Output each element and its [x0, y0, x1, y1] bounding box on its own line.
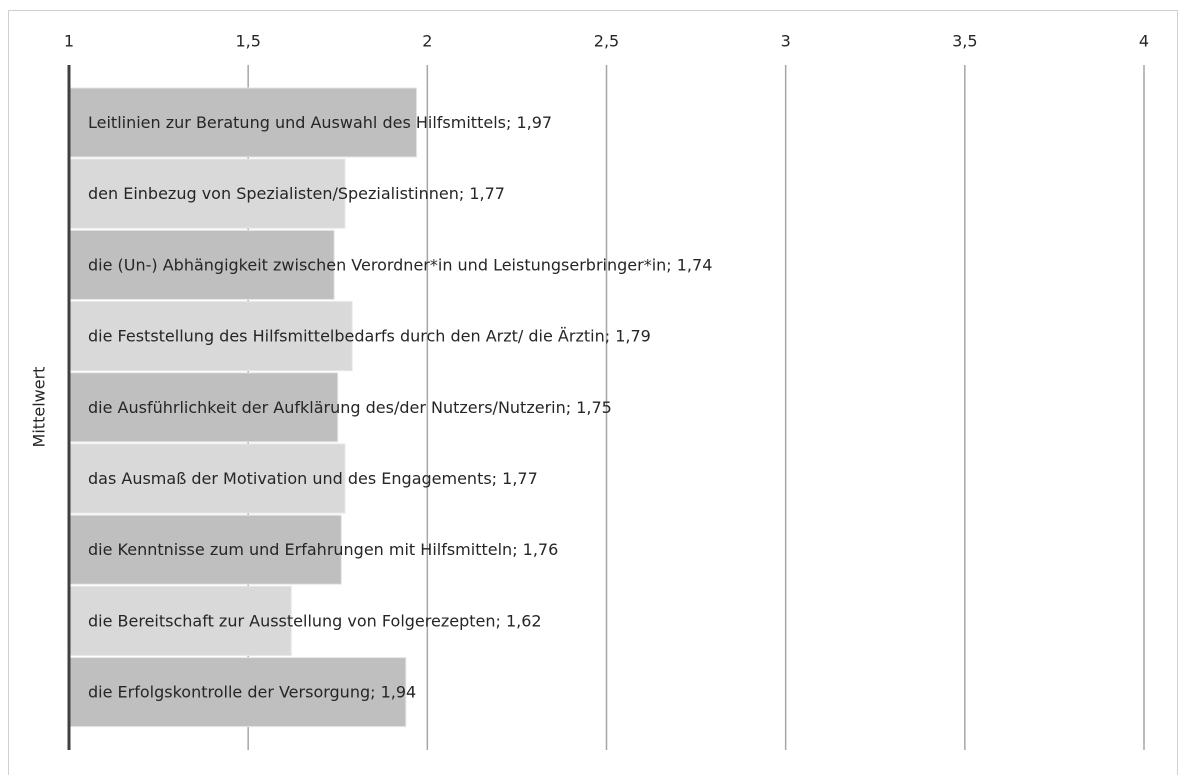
- x-tick-label: 2: [422, 32, 432, 51]
- bar: [68, 657, 407, 728]
- data-label: die Kenntnisse zum und Erfahrungen mit H…: [88, 540, 558, 559]
- x-tick-label: 1: [64, 32, 74, 51]
- bar: [68, 443, 346, 514]
- data-label: den Einbezug von Spezialisten/Spezialist…: [88, 184, 505, 203]
- data-label: die Erfolgskontrolle der Versorgung; 1,9…: [88, 683, 416, 702]
- data-label: die (Un-) Abhängigkeit zwischen Verordne…: [88, 255, 712, 274]
- data-label: die Bereitschaft zur Ausstellung von Fol…: [88, 611, 542, 630]
- bar: [68, 372, 339, 443]
- x-tick-label: 3,5: [952, 32, 977, 51]
- axis-label: Mittelwert: [30, 367, 49, 448]
- data-label: die Feststellung des Hilfsmittelbedarfs …: [88, 327, 651, 346]
- bar: [68, 585, 292, 656]
- x-tick-label: 2,5: [594, 32, 619, 51]
- data-label: die Ausführlichkeit der Aufklärung des/d…: [88, 398, 612, 417]
- bar: [68, 229, 335, 300]
- data-label: das Ausmaß der Motivation und des Engage…: [88, 469, 538, 488]
- x-tick-label: 1,5: [235, 32, 260, 51]
- chart-frame: [8, 10, 1178, 775]
- bar: [68, 301, 353, 372]
- bar: [68, 514, 342, 585]
- x-tick-label: 3: [781, 32, 791, 51]
- bar: [68, 158, 346, 229]
- data-label: Leitlinien zur Beratung und Auswahl des …: [88, 113, 552, 132]
- x-tick-label: 4: [1139, 32, 1149, 51]
